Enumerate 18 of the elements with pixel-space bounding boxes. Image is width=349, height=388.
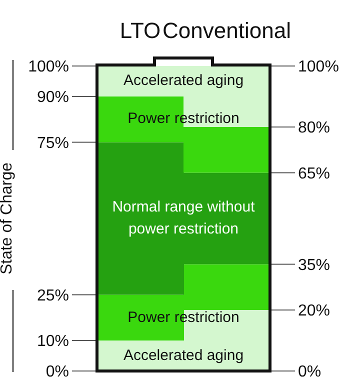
y2-tick-label: 80% [298, 120, 330, 137]
series-label: Accelerated aging [123, 347, 244, 364]
y-tick-label: 25% [36, 287, 69, 304]
y-tick-label: 75% [36, 134, 69, 152]
y-tick-label: 0% [46, 364, 69, 381]
y2-tick-label: 65% [298, 165, 330, 182]
series-label: Normal range without power restriction [112, 198, 256, 238]
y-tick-label: 100% [28, 58, 69, 76]
y2-tick-label: 0% [298, 364, 322, 381]
y-tick-label: 90% [36, 89, 69, 106]
series-label: Accelerated aging [123, 72, 244, 89]
y-axis-title: State of Charge [0, 162, 16, 275]
y2-tick-label: 35% [298, 256, 330, 274]
x-tick-label: LTO [120, 18, 161, 43]
y2-tick-label: 100% [298, 58, 339, 76]
x-tick-label: Conventional [162, 18, 291, 43]
y-tick-label: 10% [36, 333, 69, 350]
y2-tick-label: 20% [298, 302, 330, 320]
